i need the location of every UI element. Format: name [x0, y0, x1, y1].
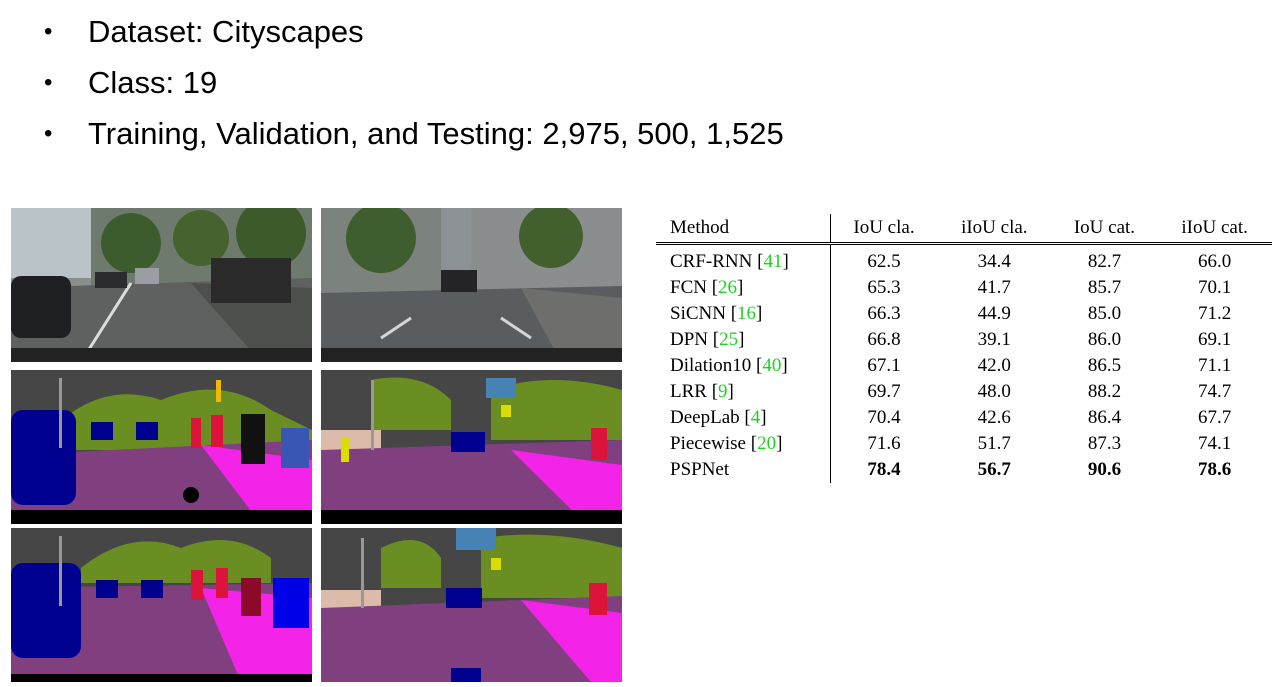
value-cell: 65.3 — [867, 277, 901, 298]
method-cell: FCN [26] — [656, 275, 831, 301]
header-iou-cla: IoU cla. — [853, 217, 915, 238]
citation-ref: 20 — [757, 433, 777, 454]
method-cell: PSPNet — [656, 457, 831, 483]
value-cell: 74.7 — [1198, 381, 1232, 402]
method-cell: CRF-RNN [41] — [656, 243, 831, 275]
method-name: FCN — [670, 277, 707, 298]
value-cell: 86.4 — [1087, 407, 1122, 428]
value-cell: 51.7 — [977, 433, 1011, 454]
value-cell: 69.7 — [867, 381, 901, 402]
value-cell: 87.3 — [1087, 433, 1122, 454]
method-name: DPN — [670, 329, 709, 350]
table-row: FCN [26] 65.3 41.7 85.7 70.1 — [656, 275, 1272, 301]
value-cell: 82.7 — [1087, 251, 1122, 272]
segmentation-groundtruth-right — [321, 528, 622, 682]
method-name: Piecewise — [670, 433, 746, 454]
value-cell: 39.1 — [977, 329, 1011, 350]
method-name: SiCNN — [670, 303, 731, 324]
method-cell: Piecewise [20] — [656, 431, 831, 457]
value-cell: 78.6 — [1198, 459, 1232, 480]
value-cell: 86.5 — [1087, 355, 1122, 376]
method-cell: SiCNN [16] — [656, 301, 831, 327]
value-cell: 85.0 — [1087, 303, 1122, 324]
value-cell: 66.3 — [867, 303, 901, 324]
value-cell: 69.1 — [1198, 329, 1232, 350]
table-row: LRR [9] 69.7 48.0 88.2 74.7 — [656, 379, 1272, 405]
street-photo-right — [321, 208, 622, 362]
table-row: Piecewise [20] 71.6 51.7 87.3 74.1 — [656, 431, 1272, 457]
method-cell: DeepLab [4] — [656, 405, 831, 431]
value-cell: 71.6 — [867, 433, 901, 454]
value-cell: 66.8 — [867, 329, 901, 350]
segmentation-image-grid — [11, 208, 623, 682]
value-cell: 78.4 — [867, 459, 901, 480]
citation-ref: 40 — [762, 355, 782, 376]
value-cell: 67.7 — [1198, 407, 1232, 428]
method-name: PSPNet — [670, 459, 730, 480]
table-row: Dilation10 [40] 67.1 42.0 86.5 71.1 — [656, 353, 1272, 379]
citation-ref: 25 — [719, 329, 739, 350]
value-cell: 62.5 — [867, 251, 901, 272]
header-method: Method — [656, 214, 831, 244]
header-iiou-cla: iIoU cla. — [961, 217, 1028, 238]
value-cell: 88.2 — [1087, 381, 1122, 402]
value-cell: 71.2 — [1198, 303, 1232, 324]
value-cell: 66.0 — [1198, 251, 1232, 272]
header-iou-cat: IoU cat. — [1073, 217, 1136, 238]
method-name: CRF-RNN — [670, 251, 753, 272]
method-cell: Dilation10 [40] — [656, 353, 831, 379]
value-cell: 41.7 — [977, 277, 1011, 298]
method-cell: LRR [9] — [656, 379, 831, 405]
bullet-split: Training, Validation, and Testing: 2,975… — [44, 108, 784, 159]
table-header-row: Method IoU cla. iIoU cla. IoU cat. iIoU … — [656, 214, 1272, 244]
results-table: Method IoU cla. iIoU cla. IoU cat. iIoU … — [656, 214, 1272, 483]
method-name: Dilation10 — [670, 355, 752, 376]
value-cell: 34.4 — [977, 251, 1011, 272]
table-row: DeepLab [4] 70.4 42.6 86.4 67.7 — [656, 405, 1272, 431]
table-row-pspnet: PSPNet 78.4 56.7 90.6 78.6 — [656, 457, 1272, 483]
value-cell: 48.0 — [977, 381, 1011, 402]
bullet-list: Dataset: Cityscapes Class: 19 Training, … — [44, 6, 784, 159]
citation-ref: 16 — [737, 303, 757, 324]
header-iiou-cat: iIoU cat. — [1181, 217, 1248, 238]
citation-ref: 26 — [718, 277, 738, 298]
table-row: DPN [25] 66.8 39.1 86.0 69.1 — [656, 327, 1272, 353]
bullet-class: Class: 19 — [44, 57, 784, 108]
segmentation-groundtruth-left — [11, 528, 312, 682]
segmentation-prediction-right — [321, 370, 622, 524]
value-cell: 90.6 — [1087, 459, 1122, 480]
table-row: SiCNN [16] 66.3 44.9 85.0 71.2 — [656, 301, 1272, 327]
citation-ref: 9 — [718, 381, 728, 402]
value-cell: 70.4 — [867, 407, 901, 428]
citation-ref: 4 — [750, 407, 761, 428]
value-cell: 42.0 — [977, 355, 1011, 376]
citation-ref: 41 — [763, 251, 783, 272]
value-cell: 56.7 — [977, 459, 1011, 480]
value-cell: 86.0 — [1087, 329, 1122, 350]
bullet-dataset: Dataset: Cityscapes — [44, 6, 784, 57]
segmentation-prediction-left — [11, 370, 312, 524]
value-cell: 85.7 — [1087, 277, 1122, 298]
value-cell: 44.9 — [977, 303, 1011, 324]
street-photo-left — [11, 208, 312, 362]
table-row: CRF-RNN [41] 62.5 34.4 82.7 66.0 — [656, 243, 1272, 275]
method-name: DeepLab — [670, 407, 740, 428]
value-cell: 70.1 — [1198, 277, 1232, 298]
value-cell: 74.1 — [1198, 433, 1232, 454]
value-cell: 67.1 — [867, 355, 901, 376]
results-table-container: Method IoU cla. iIoU cla. IoU cat. iIoU … — [656, 214, 1272, 483]
value-cell: 71.1 — [1198, 355, 1232, 376]
value-cell: 42.6 — [977, 407, 1011, 428]
method-name: LRR — [670, 381, 707, 402]
method-cell: DPN [25] — [656, 327, 831, 353]
